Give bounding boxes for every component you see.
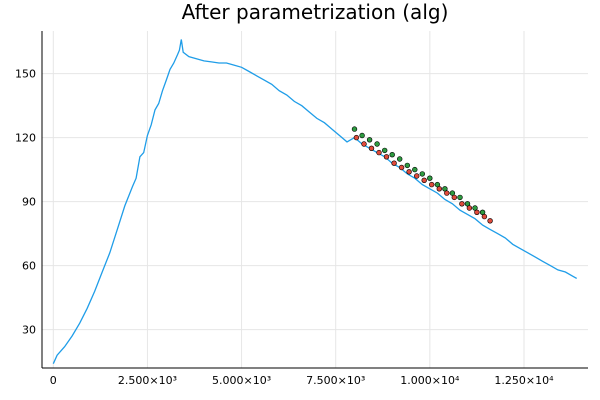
- scatter-point: [383, 154, 390, 160]
- y-tick-label: 60: [22, 260, 36, 273]
- scatter-point: [397, 156, 403, 162]
- chart-title: After parametrization (alg): [182, 0, 449, 24]
- scatter-point: [459, 201, 465, 207]
- x-tick-label: 2.500×10³: [118, 374, 177, 387]
- scatter-point: [412, 166, 418, 173]
- tick-labels: 0 2.500×10³ 5.000×10³ 7.500×10³ 1.000×10⁴ 1.2…: [15, 68, 554, 387]
- scatter-point: [481, 213, 488, 220]
- scatter-point: [351, 126, 358, 132]
- y-tick-label: 30: [22, 324, 36, 337]
- scatter-point: [376, 149, 382, 156]
- scatter-point: [391, 160, 397, 166]
- grid: [42, 31, 588, 368]
- x-tick-label: 1.000×10⁴: [400, 374, 460, 387]
- scatter-point: [359, 132, 365, 139]
- scatter-point: [457, 194, 463, 201]
- scatter-point: [436, 186, 442, 192]
- x-tick-label: 0: [50, 374, 57, 387]
- scatter-point: [444, 190, 450, 196]
- y-tick-label: 150: [15, 68, 36, 81]
- scatter-point: [382, 147, 388, 154]
- scatter-point: [487, 218, 493, 224]
- scatter-point: [406, 169, 412, 175]
- scatter-point: [398, 164, 405, 171]
- scatter-point: [466, 205, 473, 211]
- scatter-point: [419, 171, 425, 177]
- scatter-point: [374, 141, 380, 147]
- scatter-point: [414, 173, 420, 179]
- series-line: [52, 39, 578, 364]
- x-tick-label: 7.500×10³: [306, 374, 365, 387]
- scatter-point: [451, 194, 457, 201]
- scatter-point: [474, 209, 480, 216]
- series-layer: [52, 39, 578, 364]
- scatter-point: [368, 145, 375, 152]
- scatter-point: [427, 175, 433, 181]
- x-tick-label: 5.000×10³: [212, 374, 271, 387]
- scatter-point: [429, 181, 435, 188]
- x-tick-label: 1.250×10⁴: [494, 374, 554, 387]
- scatter-point: [353, 134, 360, 141]
- scatter-point: [421, 177, 427, 184]
- scatter-point: [366, 137, 373, 143]
- y-tick-label: 90: [22, 196, 36, 209]
- scatter-point: [404, 162, 410, 169]
- scatter-point: [389, 152, 395, 158]
- y-tick-label: 120: [15, 132, 36, 145]
- scatter-point: [361, 141, 367, 147]
